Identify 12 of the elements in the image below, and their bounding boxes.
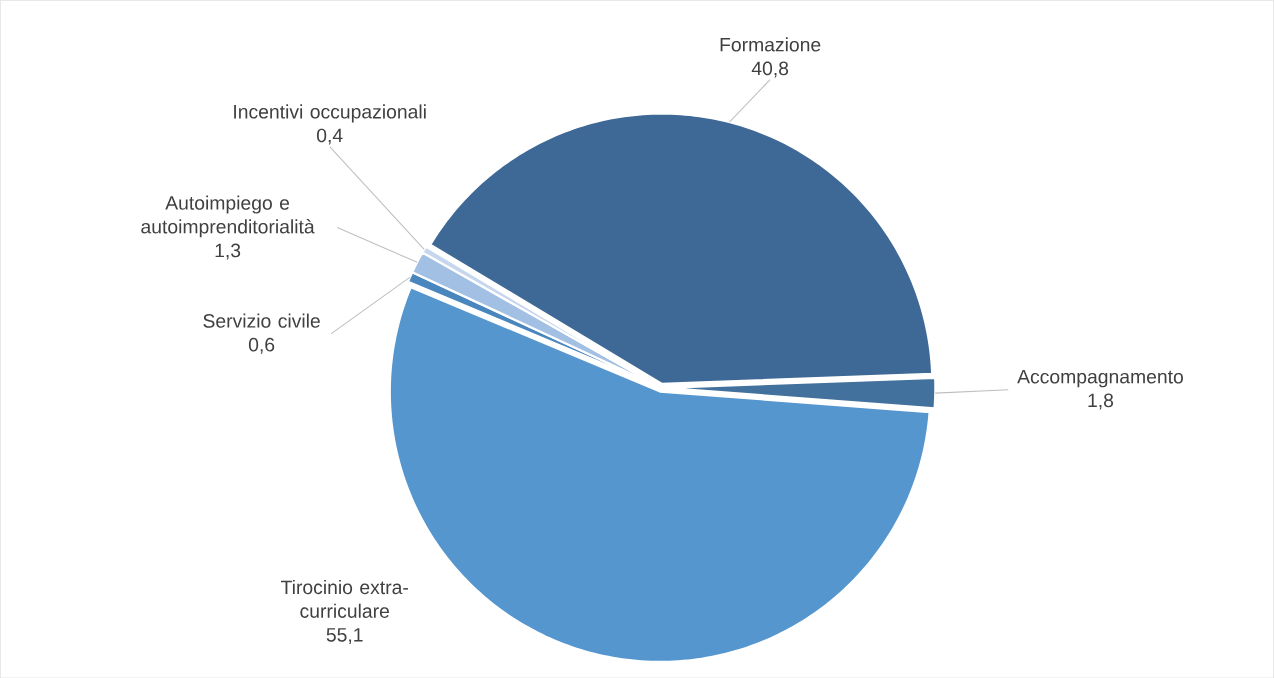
data-label: 0,6 <box>248 337 275 354</box>
slice-label: Accompagnamento <box>1017 369 1183 388</box>
slice-label: Formazione <box>720 37 821 52</box>
data-label: 40,8 <box>751 61 789 78</box>
slice-label: Tirocinio extra-curriculare <box>281 579 408 618</box>
data-label: 1,8 <box>1088 393 1114 410</box>
data-label: 1,3 <box>215 243 241 260</box>
data-label: 55,1 <box>326 628 363 644</box>
data-label: 0,4 <box>316 128 343 145</box>
slice-label: Servizio civile <box>203 313 320 328</box>
slice-label: Incentivi occupazionali <box>234 104 426 123</box>
slice-label: Autoimpiego e autoimprenditorialità <box>141 195 315 238</box>
